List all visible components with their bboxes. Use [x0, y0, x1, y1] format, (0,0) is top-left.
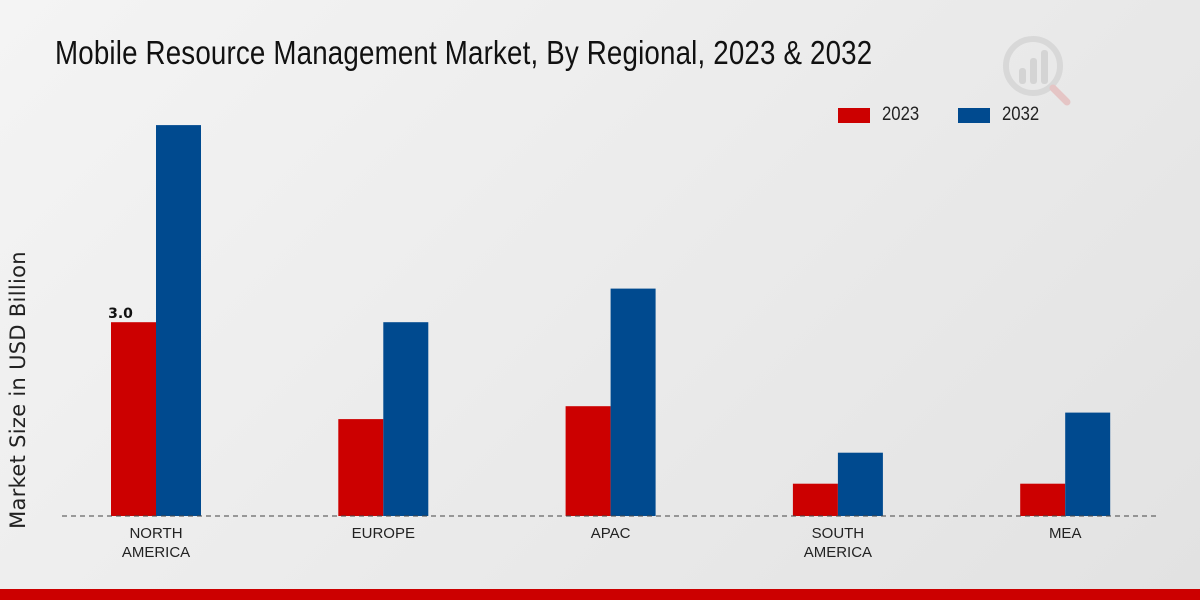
bar-2023-north-america: [111, 322, 156, 516]
footer-accent-bar: [0, 589, 1200, 600]
brand-logo-watermark: [1003, 36, 1071, 106]
x-tick-label: MEA: [1049, 525, 1082, 542]
bar-2023-mea: [1020, 483, 1066, 516]
legend-item-2032[interactable]: 2032: [958, 104, 1044, 126]
bar-2032-europe: [383, 322, 429, 516]
x-tick-label: EUROPE: [352, 525, 415, 542]
legend-label-2032: 2032: [1002, 104, 1040, 125]
legend-label-2023: 2023: [882, 104, 920, 125]
x-tick-label: APAC: [591, 525, 631, 542]
chart-title: Mobile Resource Management Market, By Re…: [55, 34, 873, 71]
chart-legend: 2023 2032: [838, 104, 1079, 126]
bar-2032-south-america: [837, 452, 883, 516]
legend-swatch-2023: [838, 107, 870, 123]
bar-2032-north-america: [156, 125, 201, 516]
bar-2032-mea: [1065, 412, 1111, 516]
bar-2023-south-america: [792, 483, 838, 516]
bar-2023-europe: [338, 419, 384, 516]
bar-2032-apac: [610, 288, 656, 516]
x-tick-label: NORTH AMERICA: [122, 525, 190, 561]
legend-swatch-2032: [958, 107, 991, 123]
bar-2023-apac: [565, 406, 611, 516]
data-label: 3.0: [108, 306, 133, 322]
legend-item-2023[interactable]: 2023: [838, 104, 924, 126]
x-tick-label: SOUTH AMERICA: [804, 525, 872, 561]
